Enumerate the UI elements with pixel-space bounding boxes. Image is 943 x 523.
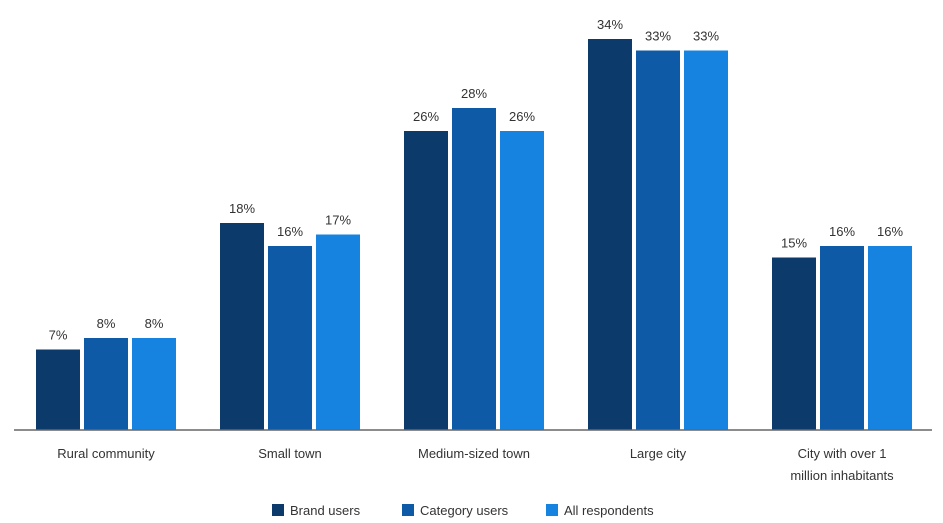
- category-label-line: Large city: [630, 446, 687, 461]
- bar-3-2: [316, 234, 360, 430]
- category-label-line: Small town: [258, 446, 322, 461]
- bar-2-2: [268, 246, 312, 430]
- bar-1-5: [772, 257, 816, 430]
- bar-1-1: [36, 349, 80, 430]
- value-label-2-2: 16%: [277, 224, 303, 239]
- bar-3-4: [684, 50, 728, 430]
- value-labels-group: 7% 18% 26% 34% 15% 8% 16% 28% 33% 16% 8% 17% 26% 33% 1…: [49, 17, 904, 343]
- category-label-line: Rural community: [57, 446, 155, 461]
- value-label-2-4: 33%: [645, 29, 671, 44]
- category-labels-group: Rural community Small town Medium-sized to…: [57, 446, 894, 483]
- bar-2-3: [452, 108, 496, 430]
- value-label-2-1: 8%: [97, 316, 116, 331]
- value-label-1-1: 7%: [49, 328, 68, 343]
- category-label-line: million inhabitants: [790, 468, 894, 483]
- category-label-5: City with over 1 million inhabitants: [790, 446, 894, 483]
- bar-1-4: [588, 39, 632, 430]
- value-label-2-3: 28%: [461, 86, 487, 101]
- bar-3-1: [132, 338, 176, 430]
- legend-swatch-3: [546, 504, 558, 516]
- value-label-1-5: 15%: [781, 236, 807, 251]
- value-label-1-4: 34%: [597, 17, 623, 32]
- value-label-1-3: 26%: [413, 109, 439, 124]
- bar-2-4: [636, 50, 680, 430]
- category-label-4: Large city: [630, 446, 687, 461]
- bar-1-3: [404, 131, 448, 430]
- bar-2-1: [84, 338, 128, 430]
- value-label-3-4: 33%: [693, 29, 719, 44]
- value-label-1-2: 18%: [229, 201, 255, 216]
- category-label-line: City with over 1: [798, 446, 887, 461]
- legend-swatch-2: [402, 504, 414, 516]
- legend-label-2: Category users: [420, 503, 509, 518]
- category-label-1: Rural community: [57, 446, 155, 461]
- value-label-3-5: 16%: [877, 224, 903, 239]
- legend-label-1: Brand users: [290, 503, 361, 518]
- value-label-2-5: 16%: [829, 224, 855, 239]
- bar-3-5: [868, 246, 912, 430]
- value-label-3-3: 26%: [509, 109, 535, 124]
- value-label-3-2: 17%: [325, 213, 351, 228]
- bars-group: [36, 39, 912, 430]
- category-label-line: Medium-sized town: [418, 446, 530, 461]
- category-label-3: Medium-sized town: [418, 446, 530, 461]
- bar-1-2: [220, 223, 264, 430]
- legend-label-3: All respondents: [564, 503, 654, 518]
- category-label-2: Small town: [258, 446, 322, 461]
- bar-3-3: [500, 131, 544, 430]
- legend-swatch-1: [272, 504, 284, 516]
- bar-2-5: [820, 246, 864, 430]
- value-label-3-1: 8%: [145, 316, 164, 331]
- legend: Brand users Category users All respondents: [272, 503, 654, 518]
